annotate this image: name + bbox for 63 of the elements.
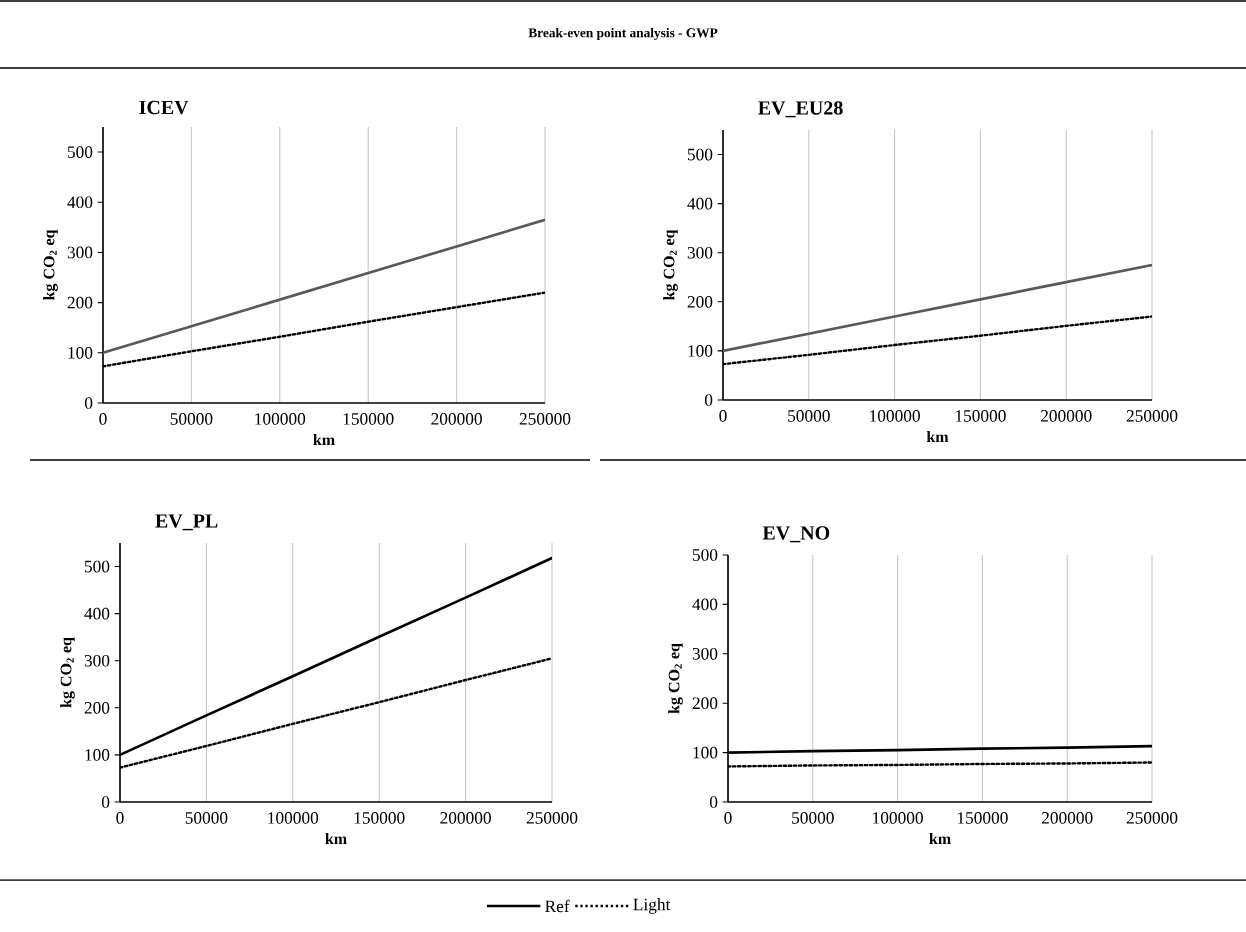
x-tick-label: 50000 xyxy=(170,413,213,425)
x-tick-label: 100000 xyxy=(870,410,920,422)
x-tick-label: 250000 xyxy=(1126,410,1178,422)
x-tick-label: 0 xyxy=(116,812,124,824)
x-tick-label: 200000 xyxy=(1041,812,1093,824)
x-tick-label: 100000 xyxy=(268,812,319,824)
x-tick-label: 150000 xyxy=(343,413,394,425)
x-tick-label: 0 xyxy=(724,812,732,824)
x-tick-label: 50000 xyxy=(788,410,830,422)
legend-label: Light xyxy=(633,898,671,914)
y-tick-label: 200 xyxy=(84,701,110,714)
y-tick-label: 200 xyxy=(687,295,713,308)
x-axis-title: km xyxy=(926,430,949,442)
y-axis-title: kg CO$_{2}$ eq xyxy=(60,637,75,708)
y-tick-label: 400 xyxy=(692,598,718,611)
legend-label: Ref xyxy=(545,899,570,913)
y-tick-label: 400 xyxy=(84,607,110,620)
y-tick-label: 100 xyxy=(693,746,718,759)
x-tick-label: 0 xyxy=(719,410,727,422)
y-tick-label: 300 xyxy=(692,647,718,660)
y-tick-label: 500 xyxy=(84,560,110,573)
y-tick-label: 200 xyxy=(692,697,718,710)
x-tick-label: 250000 xyxy=(1126,812,1178,824)
y-tick-label: 0 xyxy=(709,796,718,808)
line-series xyxy=(103,218,545,355)
x-tick-label: 150000 xyxy=(354,812,405,824)
x-tick-label: 100000 xyxy=(255,413,306,425)
y-tick-label: 100 xyxy=(68,346,93,359)
x-tick-label: 50000 xyxy=(185,812,228,824)
y-tick-label: 500 xyxy=(67,146,93,158)
y-tick-label: 100 xyxy=(688,345,713,357)
chart-title: ICEV xyxy=(139,100,189,115)
y-tick-label: 200 xyxy=(67,296,93,309)
x-tick-label: 250000 xyxy=(526,812,578,824)
y-axis-title: kg CO$_{2}$ eq xyxy=(43,229,58,301)
y-tick-label: 500 xyxy=(687,148,713,161)
y-axis-title: kg CO$_{2}$ eq xyxy=(663,229,678,301)
y-tick-label: 400 xyxy=(67,196,93,209)
chart-title: EV_EU28 xyxy=(758,101,843,118)
x-axis-title: km xyxy=(325,832,347,844)
x-axis-title: km xyxy=(929,832,951,844)
x-tick-label: 100000 xyxy=(873,812,923,824)
y-tick-label: 0 xyxy=(101,796,110,808)
x-tick-label: 200000 xyxy=(440,812,491,824)
x-tick-label: 50000 xyxy=(792,812,834,824)
x-tick-label: 200000 xyxy=(431,413,482,425)
y-tick-label: 300 xyxy=(84,654,110,667)
x-tick-label: 150000 xyxy=(955,410,1006,422)
y-tick-label: 0 xyxy=(84,397,93,409)
y-tick-label: 400 xyxy=(687,197,713,210)
text: Break-even point analysis - GWP xyxy=(528,27,718,41)
y-tick-label: 500 xyxy=(692,549,718,561)
x-tick-label: 200000 xyxy=(1040,410,1092,422)
y-tick-label: 300 xyxy=(67,246,93,259)
y-axis-title: kg CO$_{2}$ eq xyxy=(668,643,683,714)
y-tick-label: 100 xyxy=(85,749,110,761)
chart-title: EV_PL xyxy=(155,514,218,531)
x-tick-label: 150000 xyxy=(957,812,1008,824)
chart-title: EV_NO xyxy=(762,526,830,543)
x-axis-title: km xyxy=(313,433,335,445)
y-tick-label: 300 xyxy=(687,246,713,259)
x-tick-label: 250000 xyxy=(519,413,571,425)
y-tick-label: 0 xyxy=(704,394,713,406)
